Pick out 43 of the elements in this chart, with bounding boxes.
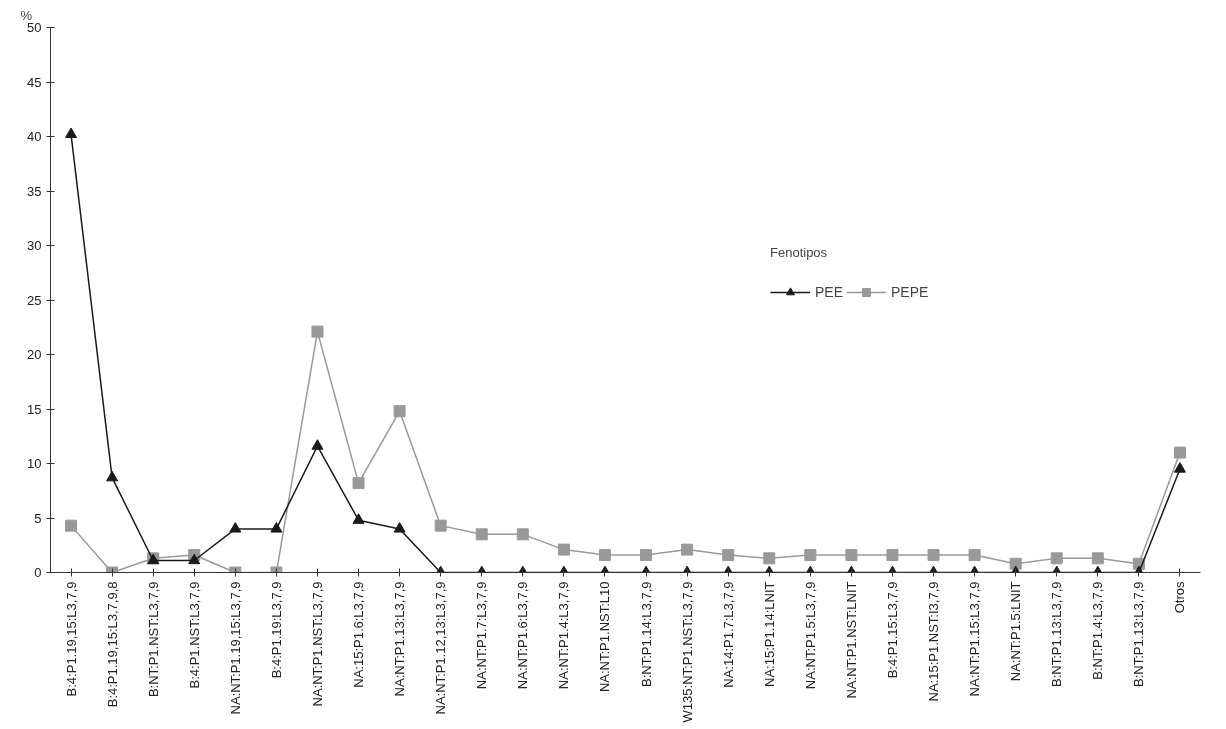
y-tick-label: 0 xyxy=(34,565,42,580)
x-tick-label: NA:NT:P1.15:L3,7,9 xyxy=(967,581,983,697)
legend-label: PEE xyxy=(815,284,844,300)
x-tick-label: B:NT:P1.13:L3,7,9 xyxy=(1131,581,1147,688)
y-tick-label: 30 xyxy=(27,238,42,253)
x-tick-label: NA:NT:P1.5:LNIT xyxy=(1008,581,1024,682)
x-tick-label: B:NT:P1.NST:L3,7,9 xyxy=(145,581,161,698)
legend-title: Fenotipos xyxy=(770,245,829,260)
x-tick-label: NA:NT:P1.NST:L3,7,9 xyxy=(309,581,325,707)
x-tick-label: B:NT:P1.13:L3,7,9 xyxy=(1049,581,1065,688)
y-tick-label: 25 xyxy=(27,292,42,308)
y-tick-label: 50 xyxy=(27,20,42,35)
y-tick-label: 10 xyxy=(27,456,42,471)
x-tick-label: NA:NT:P1.NST:LNIT xyxy=(843,581,859,699)
x-tick-label: NA:NT:P1.NST:L10 xyxy=(597,581,613,693)
x-tick-label: B:4:P1.19:L3,7,9 xyxy=(268,581,284,679)
x-tick-label: NA:NT:P1.4:L3,7,9 xyxy=(556,581,572,690)
x-tick-label: NA:14:P1.7:L3,7,9 xyxy=(720,581,736,688)
x-tick-label: B:4:P1.19,15:L3,7,9,8 xyxy=(104,581,120,708)
y-tick-label: 35 xyxy=(27,183,42,199)
x-tick-label: NA:NT:P1.13:L3,7,9 xyxy=(392,581,408,697)
y-tick-label: 45 xyxy=(27,74,42,90)
x-tick-label: NA:15:P1.NST:I3,7,9 xyxy=(926,581,942,702)
x-tick-label: B:NT:P1.4:L3,7,9 xyxy=(1090,581,1106,680)
y-tick-label: 15 xyxy=(27,401,42,417)
y-tick-label: 20 xyxy=(27,347,42,362)
x-tick-label: NA:NT:P1.19,15:L3,7,9 xyxy=(227,581,243,715)
x-tick-label: B:4:P1.19,15:L3,7,9 xyxy=(63,581,79,697)
x-tick-label: NA:NT:P1.5:L3,7,9 xyxy=(802,581,818,690)
legend-label: PEPE xyxy=(891,284,929,300)
x-tick-label: Otros xyxy=(1172,581,1188,614)
x-tick-label: NA:15:P1.14:LNIT xyxy=(761,581,777,687)
x-tick-label: B:NT:P1.14:L3,7,9 xyxy=(638,581,654,688)
x-tick-label: NA:NT:P1.6:L3,7,9 xyxy=(515,581,531,690)
x-tick-label: B:4:P1.NST:L3,7,9 xyxy=(186,581,202,689)
y-tick-label: 40 xyxy=(27,129,42,144)
x-tick-label: NA:NT:P1.12,13:L3,7,9 xyxy=(433,581,449,715)
y-axis-title: % xyxy=(20,7,33,23)
x-tick-label: NA:NT:P1.7:L3,7,9 xyxy=(474,581,490,690)
x-tick-label: NA:15:P1.6:L3,7,9 xyxy=(351,581,367,688)
y-tick-label: 5 xyxy=(34,510,42,526)
x-tick-label: W135:NT:P1.NST:L3,7,9 xyxy=(679,581,695,723)
x-tick-label: B:4:P1.15:L3,7,9 xyxy=(884,581,900,679)
